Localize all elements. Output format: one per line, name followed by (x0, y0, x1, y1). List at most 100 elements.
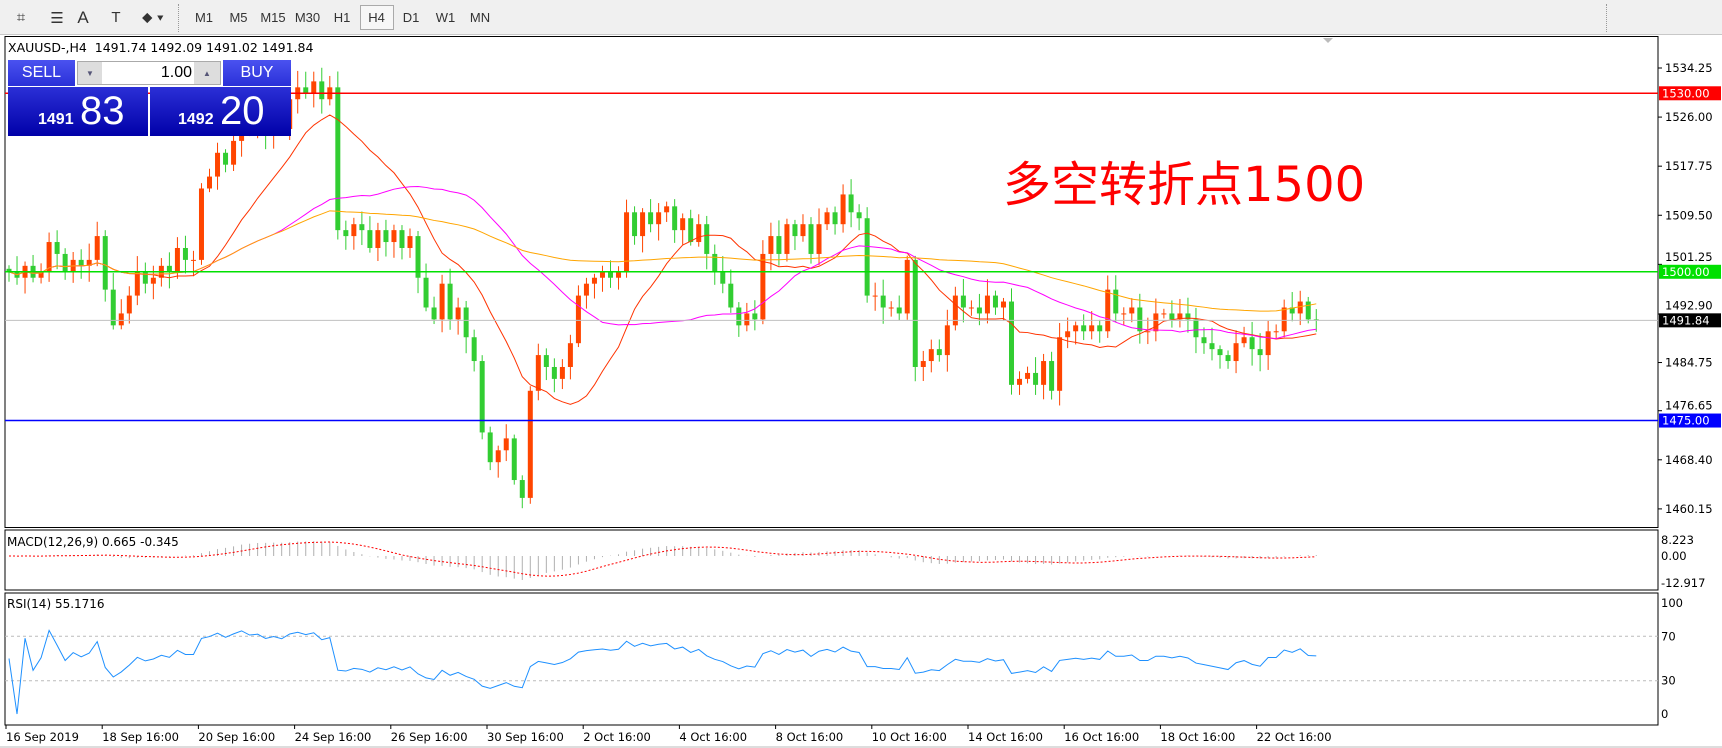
timeframe-m5[interactable]: M5 (229, 10, 248, 25)
candle-body (808, 224, 814, 254)
macd-tick-label: -12.917 (1661, 576, 1705, 590)
candle-body (1273, 331, 1279, 333)
candle-body (1185, 313, 1191, 320)
candle-body (624, 212, 630, 272)
candle-body (118, 313, 124, 326)
candle-body (616, 271, 622, 278)
candle-body (1161, 313, 1167, 315)
price-tick-label: 1534.25 (1665, 61, 1713, 75)
candle-body (984, 295, 990, 314)
text-icon[interactable]: A (77, 7, 89, 27)
price-tick-label: 1476.65 (1665, 399, 1713, 413)
candle-body (664, 206, 670, 213)
candle-body (391, 230, 397, 243)
candle-body (46, 242, 52, 272)
sell-button[interactable]: SELL (8, 60, 75, 86)
timeframe-d1[interactable]: D1 (402, 10, 420, 25)
time-label: 14 Oct 16:00 (968, 730, 1043, 744)
candle-body (736, 307, 742, 326)
candle-body (1097, 325, 1103, 332)
candle-body (1305, 301, 1311, 320)
sell-price-box[interactable]: 1491 83 (8, 87, 148, 136)
timeframe-h1[interactable]: H1 (333, 10, 351, 25)
candle-body (872, 295, 878, 297)
candle-body (503, 438, 509, 451)
macd-tick-label: 0.00 (1661, 549, 1687, 563)
toolbar: ⌗ ☰ A T ⬥ ▾ M1 M5 M15 M30 H1 H4 D1 W1 MN (0, 0, 1722, 35)
candle-body (439, 283, 445, 320)
candle-body (952, 295, 958, 326)
chart-annotation[interactable]: 多空转折点1500 (1003, 157, 1366, 213)
timeframe-mn[interactable]: MN (469, 10, 491, 25)
candle-body (1129, 307, 1135, 314)
candle-body (126, 295, 132, 314)
lot-stepper[interactable]: ▼ 1.00 ▲ (77, 61, 221, 85)
candle-body (824, 212, 830, 225)
buy-button[interactable]: BUY (223, 60, 291, 86)
buy-price-pips: 20 (220, 89, 265, 133)
candle-body (591, 277, 597, 284)
candle-body (608, 271, 613, 278)
candle-body (688, 218, 694, 243)
macd-panel-frame (4, 529, 1659, 591)
macd-tick-label: 8.223 (1661, 533, 1694, 547)
candle-body (519, 480, 525, 498)
lot-input[interactable]: 1.00 (160, 64, 192, 81)
chart-window[interactable]: 1534.25 1526.00 1517.75 1509.50 1501.25 1492.… (0, 36, 1722, 748)
price-tick-label: 1468.40 (1665, 453, 1713, 467)
candle-body (479, 361, 485, 433)
level-label: 1530.00 (1662, 86, 1710, 100)
candle-body (463, 307, 469, 338)
candle-body (54, 242, 60, 254)
candle-body (640, 212, 646, 237)
candle-body (1169, 313, 1175, 320)
chart-canvas[interactable]: 1534.25 1526.00 1517.75 1509.50 1501.25 1492.… (0, 36, 1722, 748)
candle-body (207, 176, 212, 189)
timeframe-m30[interactable]: M30 (294, 10, 321, 25)
level-label-bg (1659, 264, 1721, 279)
candle-body (1081, 325, 1087, 332)
candle-body (1249, 337, 1255, 350)
candle-body (920, 361, 926, 367)
buy-price-box[interactable]: 1492 20 (150, 87, 291, 136)
candle-body (1265, 331, 1271, 356)
candle-body (455, 307, 461, 320)
candle-body (1289, 307, 1295, 314)
candle-body (968, 307, 974, 309)
rsi-tick-label: 70 (1661, 629, 1676, 643)
candle-body (1217, 349, 1223, 356)
fibo-icon[interactable]: ☰ (50, 9, 64, 27)
candle-body (1233, 343, 1239, 362)
bid-label: 1491.84 (1662, 313, 1710, 327)
candle-body (1105, 289, 1111, 332)
sell-price-pips: 83 (80, 89, 125, 133)
timeframe-h4[interactable]: H4 (359, 5, 394, 30)
lot-increase-button[interactable]: ▲ (194, 62, 220, 84)
line-studies-icon[interactable]: ⌗ (16, 9, 26, 26)
buy-label: BUY (240, 64, 274, 81)
arrows-icon[interactable]: ⬥ ▾ (142, 9, 164, 26)
candle-body (407, 236, 413, 248)
candle-body (680, 218, 686, 231)
price-tick-label: 1517.75 (1665, 159, 1713, 173)
candle-body (1201, 337, 1207, 344)
timeframe-m1[interactable]: M1 (194, 10, 214, 25)
level-label-bg (1659, 86, 1721, 101)
timeframe-m15[interactable]: M15 (260, 10, 286, 25)
candle-body (383, 230, 389, 243)
candle-body (431, 307, 437, 320)
candle-body (1177, 313, 1183, 320)
chart-title: XAUUSD-,H4 1491.74 1492.09 1491.02 1491.… (8, 40, 314, 55)
timeframe-w1[interactable]: W1 (435, 10, 456, 25)
candle-body (190, 259, 196, 261)
candle-body (1041, 361, 1047, 385)
price-tick-label: 1484.75 (1665, 356, 1713, 370)
candle-body (712, 253, 718, 272)
chart-shift-marker (1323, 38, 1333, 43)
candle-body (94, 236, 100, 260)
candle-body (1089, 325, 1095, 332)
lot-decrease-button[interactable]: ▼ (78, 62, 102, 84)
text-label-icon[interactable]: T (111, 9, 121, 26)
candle-body (599, 271, 605, 278)
candle-body (223, 152, 229, 165)
